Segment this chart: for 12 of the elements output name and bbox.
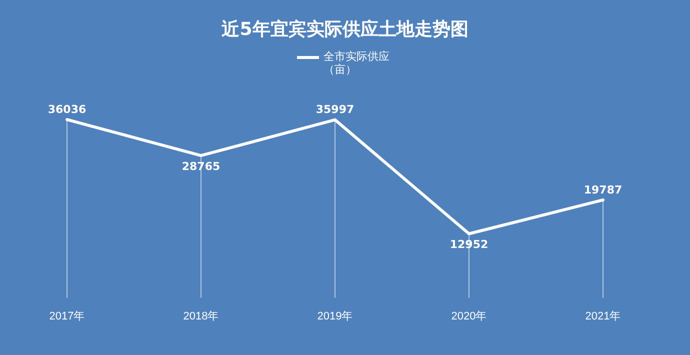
x-tick-label: 2017年 bbox=[49, 310, 85, 322]
data-label: 19787 bbox=[584, 183, 622, 196]
data-label: 28765 bbox=[182, 160, 220, 173]
x-tick-label: 2018年 bbox=[183, 310, 219, 322]
data-label: 36036 bbox=[48, 102, 86, 116]
data-label: 35997 bbox=[316, 103, 354, 116]
x-tick-label: 2019年 bbox=[317, 310, 353, 322]
legend-label: 全市实际供应（亩） bbox=[324, 50, 390, 76]
chart-title: 近5年宜宾实际供应土地走势图 bbox=[220, 18, 470, 41]
x-tick-label: 2021年 bbox=[585, 310, 621, 322]
data-label: 12952 bbox=[450, 238, 488, 252]
x-tick-label: 2020年 bbox=[451, 310, 487, 322]
